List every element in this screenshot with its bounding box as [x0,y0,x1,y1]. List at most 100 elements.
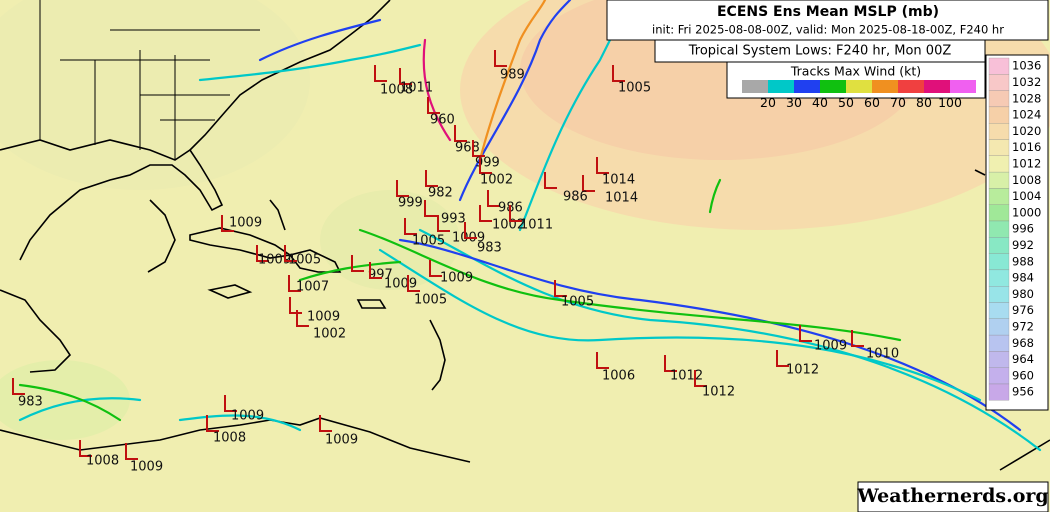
title: ECENS Ens Mean MSLP (mb) [717,4,939,20]
colorbar-label: 992 [1012,238,1034,252]
low-label: 1014 [605,191,638,206]
colorbar-label: 960 [1012,368,1034,382]
low-label: 1005 [618,81,651,96]
state-borders [39,0,260,160]
low-label: 1009 [814,339,847,354]
colorbar-swatch [988,139,1010,156]
colorbar-label: 956 [1012,385,1034,399]
low-marker [454,125,467,142]
colorbar-swatch [988,351,1010,368]
low-label: 968 [455,141,480,156]
watermark: Weathernerds.org [856,485,1048,507]
low-marker [407,275,420,292]
low-marker [399,68,412,85]
low-field [0,360,130,440]
colorbar-swatch [988,171,1010,189]
low-marker [396,180,409,197]
low-label: 1011 [400,81,433,96]
colorbar-swatch [988,302,1010,319]
low-label: 1009 [325,433,358,448]
low-marker [437,215,450,232]
low-label: 983 [18,395,43,410]
wind-swatch [742,80,768,93]
low-marker [79,440,92,457]
low-label: 1005 [288,253,321,268]
low-marker [479,157,492,174]
colorbar-label: 988 [1012,254,1034,268]
wind-label: 60 [864,95,880,110]
low-marker [296,310,309,327]
low-label: 982 [428,186,453,201]
colorbar-swatch [988,204,1010,222]
low-marker [494,50,507,67]
low-marker [664,355,677,372]
low-marker [596,352,609,369]
wind-swatch [924,80,950,93]
colorbar-swatch [988,188,1010,205]
colorbar-label: 1032 [1012,75,1041,89]
low-marker [12,378,25,395]
low-label: 1008 [86,454,119,469]
low-label: 1012 [786,363,819,378]
wind-swatch [794,80,820,93]
low-label: 1009 [229,216,262,231]
colorbar-label: 1016 [1012,140,1041,154]
low-label: 1010 [866,347,899,362]
lows-caption: Tropical System Lows: F240 hr, Mon 00Z [688,44,952,59]
wind-legend: 20 30 40 50 60 70 80 100 [742,80,976,110]
colorbar-swatch [988,334,1010,352]
wind-label: 30 [786,95,802,110]
low-marker [125,443,138,460]
low-label: 1005 [414,293,447,308]
low-marker [206,415,219,432]
low-marker [424,200,437,217]
low-label: 1008 [213,431,246,446]
colorbar-swatch [988,123,1010,140]
low-marker [224,395,237,412]
colorbar-label: 1004 [1012,189,1041,203]
low-marker [427,97,440,114]
low-marker [612,65,625,82]
low-label: 1009 [440,271,473,286]
colorbar-swatch [988,220,1010,238]
low-label: 960 [430,113,455,128]
wind-swatch [898,80,924,93]
colorbar-swatch [988,383,1010,401]
low-label: 999 [475,156,500,171]
low-marker [284,245,297,262]
low-marker [776,350,789,367]
wind-swatch [820,80,846,93]
wind-label: 100 [938,95,962,110]
low-marker [544,172,557,189]
low-label: 1009 [130,460,163,475]
title-box [606,0,1049,41]
low-marker [472,140,485,157]
colorbar-label: 1028 [1012,91,1041,105]
low-marker [851,330,864,347]
low-label: 1012 [702,385,735,400]
low-label: 999 [398,196,423,211]
colorbar-swatch [988,253,1010,271]
wind-label: 40 [812,95,828,110]
low-label: 993 [441,212,466,227]
wind-swatch [872,80,898,93]
colorbar-swatch [988,155,1010,173]
low-label: 983 [477,241,502,256]
colorbar-label: 1020 [1012,124,1041,138]
low-label: 1005 [561,295,594,310]
low-marker [479,205,492,222]
low-marker [288,275,301,292]
low-label: 1007 [296,280,329,295]
colorbar-label: 984 [1012,271,1034,285]
colorbar-label: 1012 [1012,156,1041,170]
wind-legend-title: Tracks Max Wind (kt) [790,64,921,79]
tracks [18,0,1042,452]
colorbar-swatch [988,286,1010,303]
low-label: 1011 [520,218,553,233]
low-marker [369,262,382,279]
low-marker [554,280,567,297]
low-marker [429,260,442,277]
colorbar-swatch [988,367,1010,385]
